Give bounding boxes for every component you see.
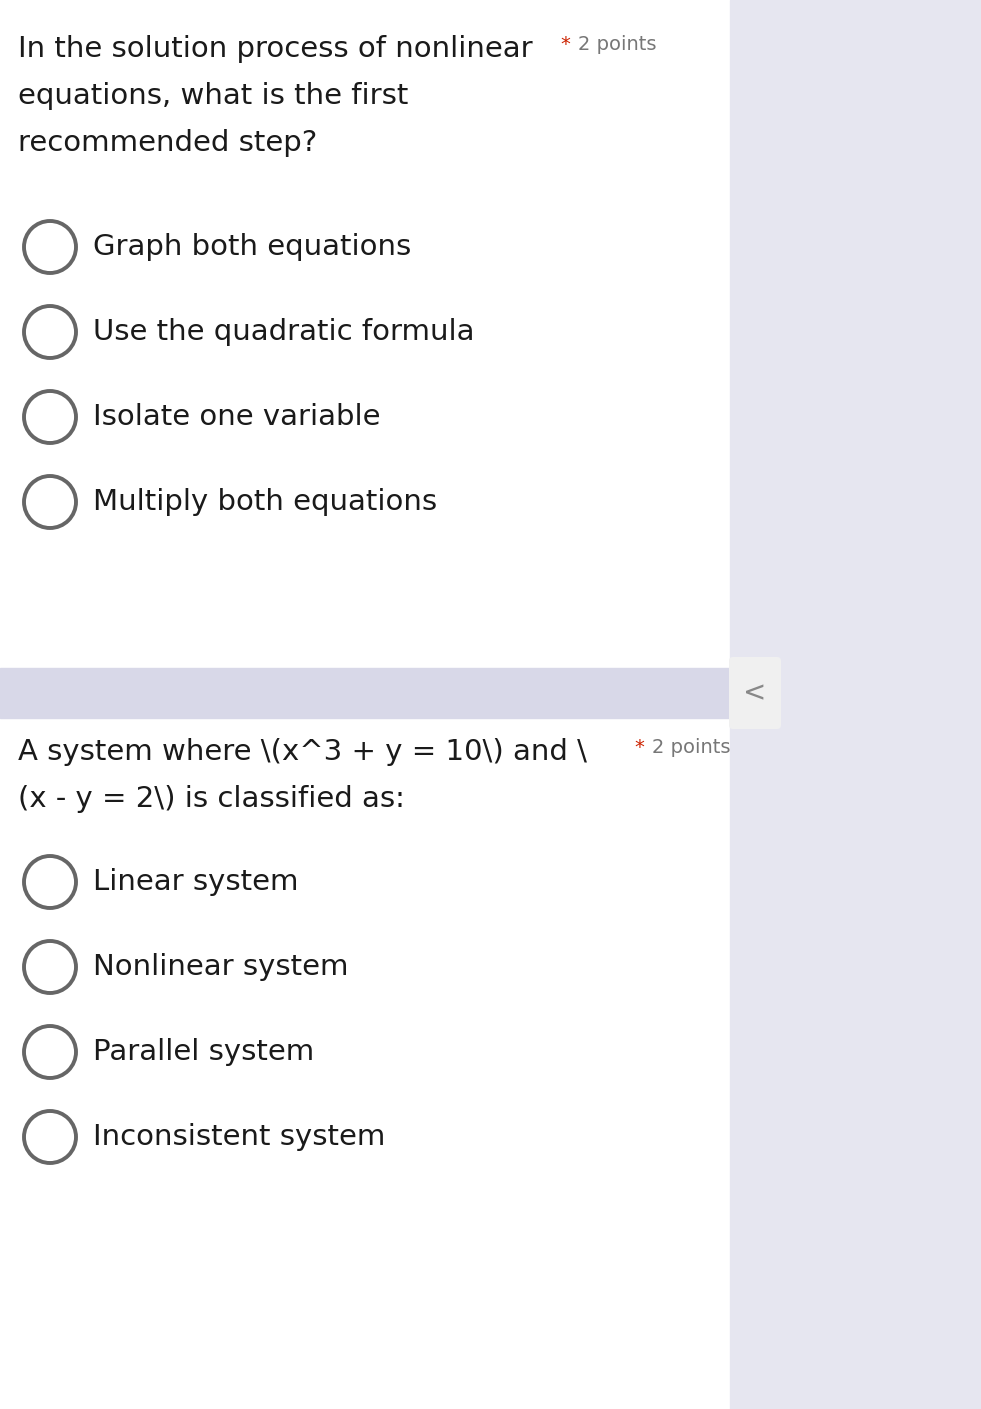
Text: *: * [634,738,644,757]
Text: Nonlinear system: Nonlinear system [93,952,348,981]
Text: *: * [560,35,570,54]
Bar [0,668,730,719]
Circle shape [24,392,76,442]
Text: recommended step?: recommended step? [18,130,317,156]
Text: equations, what is the first: equations, what is the first [18,82,408,110]
Circle shape [24,1112,76,1162]
Text: 2 points: 2 points [652,738,731,757]
Text: Multiply both equations: Multiply both equations [93,488,438,516]
Text: Parallel system: Parallel system [93,1038,314,1067]
Circle shape [24,857,76,907]
Text: A system where \(x^3 + y = 10\) and \: A system where \(x^3 + y = 10\) and \ [18,738,587,766]
Text: Isolate one variable: Isolate one variable [93,403,381,431]
Text: In the solution process of nonlinear: In the solution process of nonlinear [18,35,533,63]
Text: Use the quadratic formula: Use the quadratic formula [93,318,475,347]
Circle shape [24,941,76,993]
Text: Graph both equations: Graph both equations [93,232,411,261]
Circle shape [24,476,76,528]
Text: Linear system: Linear system [93,868,298,896]
Circle shape [24,306,76,358]
Bar [730,0,981,1409]
FancyBboxPatch shape [729,657,781,728]
Text: <: < [744,679,767,707]
Circle shape [24,1026,76,1078]
Circle shape [24,221,76,273]
Text: Inconsistent system: Inconsistent system [93,1123,386,1151]
Text: 2 points: 2 points [578,35,656,54]
Text: (x - y = 2\) is classified as:: (x - y = 2\) is classified as: [18,785,405,813]
